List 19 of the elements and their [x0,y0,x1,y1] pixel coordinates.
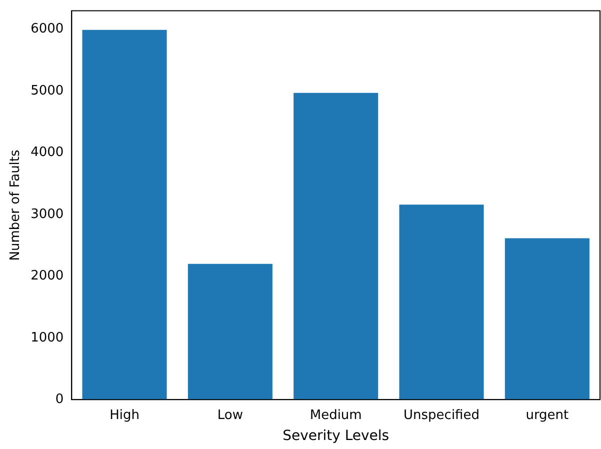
bar [82,30,167,400]
y-tick-label: 2000 [30,268,64,284]
y-tick-label: 0 [55,392,64,407]
y-tick-label: 1000 [30,330,64,346]
y-tick-label: 3000 [30,206,64,222]
bar [294,92,378,400]
y-tick-label: 4000 [30,145,64,160]
y-tick-label: 6000 [30,22,64,37]
y-tick-label: 5000 [30,83,64,98]
bar [504,238,590,400]
bar [399,204,484,400]
bar [188,264,272,400]
x-tick-label: High [110,408,140,423]
x-tick-label: urgent [526,408,569,423]
y-axis-title: Number of Faults [8,149,24,261]
x-tick-label: Medium [310,408,362,423]
x-tick-label: Unspecified [404,408,480,423]
x-tick-label: Low [217,408,244,423]
x-axis-title: Severity Levels [282,428,390,444]
